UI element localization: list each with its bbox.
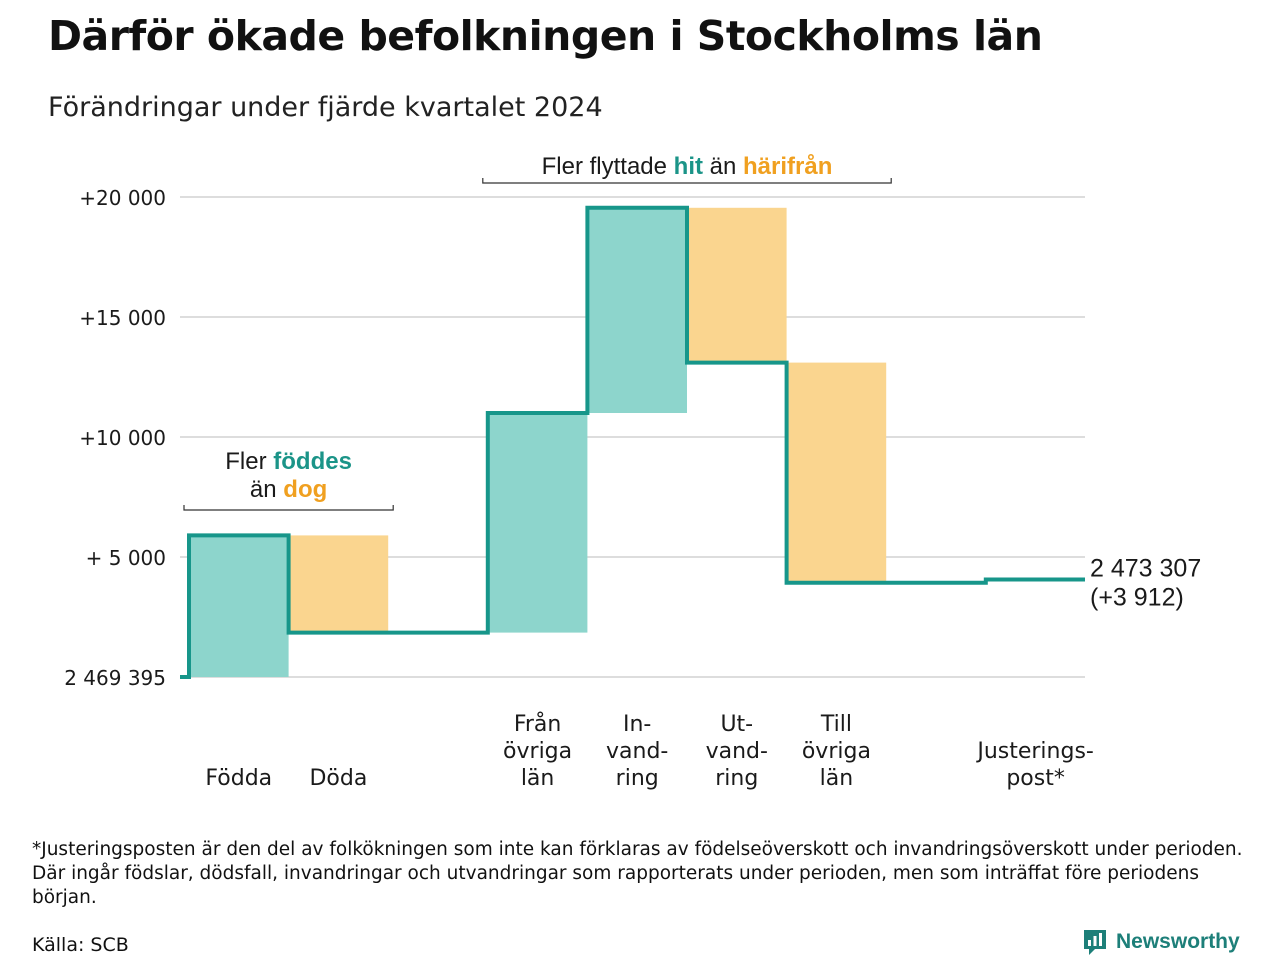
bars (189, 207, 887, 677)
bar-decrease (687, 207, 787, 363)
annotation-bracket (183, 505, 394, 511)
y-axis-tick-labels: 2 469 395 + 5 000 +10 000 +15 000 +20 000 (64, 186, 166, 690)
x-axis-labels: Födda Döda Från övriga län In-vand-ring Ut-van… (205, 711, 1093, 791)
y-tick-label: +20 000 (79, 186, 166, 210)
chart-title: Därför ökade befolkningen i Stockholms l… (48, 12, 1043, 60)
step-line (180, 205, 1085, 679)
bar-increase (587, 207, 687, 413)
x-label: Justerings-post* (975, 739, 1094, 791)
waterfall-chart: 2 469 395 + 5 000 +10 000 +15 000 +20 000 Fö… (64, 153, 1201, 791)
x-label: Döda (309, 766, 367, 791)
chart-subtitle: Förändringar under fjärde kvartalet 2024 (48, 92, 603, 123)
newsworthy-logo-icon (1084, 930, 1106, 955)
bar-decrease (288, 535, 389, 633)
bar-increase (189, 535, 289, 677)
x-label: Födda (205, 766, 272, 791)
brand-name: Newsworthy (1116, 930, 1240, 953)
brand-logo[interactable]: Newsworthy (1082, 928, 1240, 956)
footnote: *Justeringsposten är den del av folkökni… (32, 839, 1243, 908)
annotation-bracket (482, 178, 892, 184)
y-tick-label: + 5 000 (86, 546, 166, 570)
cumulative-step-line (180, 205, 1085, 679)
source-label: Källa: SCB (32, 934, 129, 956)
annotation-line: Fler flyttade hit än härifrån (542, 153, 833, 180)
x-label: Ut-vand-ring (706, 712, 768, 791)
x-label: Till övriga län (802, 712, 871, 791)
end-label-line: 2 473 307 (1090, 555, 1201, 583)
annotation-line: än dog (250, 476, 327, 503)
gridlines (180, 196, 1085, 678)
bar-increase (487, 413, 588, 633)
x-label: In-vand-ring (606, 712, 668, 791)
y-tick-label: +10 000 (79, 426, 166, 450)
y-tick-label: 2 469 395 (64, 666, 166, 690)
y-tick-label: +15 000 (79, 306, 166, 330)
end-label-line: (+3 912) (1090, 584, 1184, 612)
x-label: Från övriga län (503, 711, 572, 791)
end-value-label: 2 473 307(+3 912) (1090, 555, 1201, 612)
annotation-line: Fler föddes (225, 448, 352, 475)
bar-decrease (786, 362, 887, 583)
